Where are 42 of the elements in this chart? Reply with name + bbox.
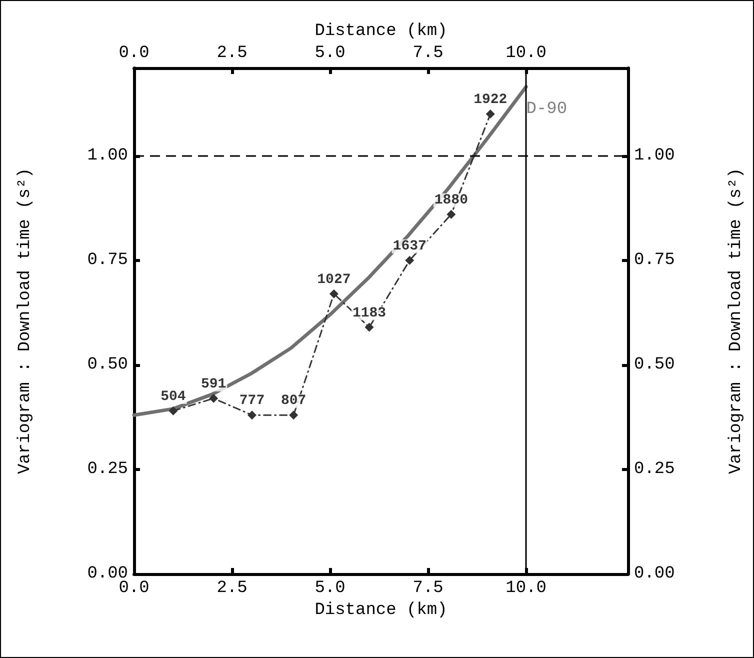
point — [405, 256, 414, 265]
y-axis-title: Variogram : Download time (s²) — [16, 168, 35, 474]
x-tick-label: 7.5 — [412, 579, 444, 598]
point — [168, 406, 178, 416]
point — [289, 410, 298, 420]
y-tick-label: 1.00 — [87, 146, 128, 166]
x2-tick-label: 2.5 — [216, 44, 248, 63]
x-tick-label: 10.0 — [506, 579, 546, 598]
point — [486, 110, 495, 118]
y-tick-label: 0.50 — [87, 355, 128, 374]
point — [329, 289, 338, 298]
x2-axis-title: Distance (km) — [314, 22, 448, 42]
x-tick-label: 2.5 — [216, 579, 248, 598]
annotation: 777 — [239, 393, 265, 410]
y2-tick-label: 0.00 — [634, 564, 675, 584]
annotation: 1922 — [474, 92, 508, 108]
x2-tick-label: 0.0 — [118, 44, 150, 63]
annotation: 1183 — [352, 305, 386, 322]
x2-tick-label: 7.5 — [412, 44, 444, 63]
annotation: 807 — [280, 393, 306, 410]
annotation: 1027 — [317, 272, 351, 288]
x2-tick-label: 10.0 — [506, 44, 546, 63]
annotation: 1637 — [392, 238, 426, 254]
y2-tick-label: 0.50 — [634, 355, 675, 374]
x2-tick-label: 5.0 — [314, 44, 346, 63]
x-axis-title: Distance (km) — [314, 600, 448, 620]
y-tick-label: 0.75 — [87, 250, 128, 270]
line-series — [132, 85, 528, 417]
annotation: 1880 — [434, 192, 468, 208]
point — [248, 410, 257, 420]
y-tick-label: 0.25 — [87, 460, 128, 479]
point — [364, 322, 374, 332]
point — [446, 210, 456, 219]
point — [209, 394, 218, 403]
y2-tick-label: 1.00 — [634, 146, 675, 166]
y2-tick-label: 0.25 — [634, 460, 675, 479]
ref-line-label: D-90 — [526, 100, 568, 119]
annotation: 591 — [200, 376, 226, 392]
annotation: 504 — [160, 388, 186, 405]
y2-tick-label: 0.75 — [634, 250, 675, 270]
y2-axis-title: Variogram : Download time (s²) — [727, 168, 746, 474]
x-tick-label: 5.0 — [314, 579, 346, 598]
